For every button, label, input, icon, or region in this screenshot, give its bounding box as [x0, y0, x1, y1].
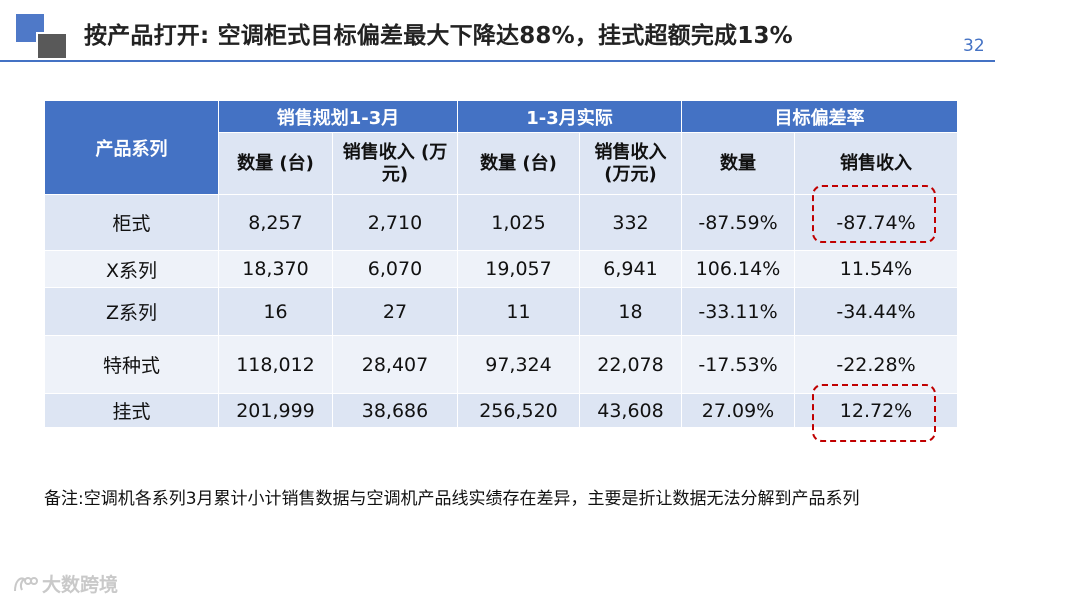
table-cell: 2,710: [332, 194, 458, 251]
table-row: 挂式 201,999 38,686 256,520 43,608 27.09% …: [44, 393, 958, 428]
watermark-text: 大数跨境: [42, 574, 119, 596]
watermark-logo-icon: [14, 576, 38, 591]
table-cell: 8,257: [218, 194, 333, 251]
header-group-actual: 1-3月实际: [457, 100, 682, 133]
table-cell: 332: [579, 194, 682, 251]
table-cell: -87.59%: [681, 194, 795, 251]
table-cell: -33.11%: [681, 287, 795, 336]
table-cell: 11.54%: [794, 250, 958, 288]
row-label: X系列: [44, 250, 219, 288]
table-cell: -34.44%: [794, 287, 958, 336]
table-cell: 118,012: [218, 335, 333, 394]
table-cell: -17.53%: [681, 335, 795, 394]
table-row: 柜式 8,257 2,710 1,025 332 -87.59% -87.74%: [44, 194, 958, 251]
subheader-actual-qty: 数量 (台): [457, 132, 580, 195]
table-row: X系列 18,370 6,070 19,057 6,941 106.14% 11…: [44, 250, 958, 288]
table-cell: 6,941: [579, 250, 682, 288]
subheader-plan-revenue: 销售收入 (万元): [332, 132, 458, 195]
footnote: 备注:空调机各系列3月累计小计销售数据与空调机产品线实绩存在差异，主要是折让数据…: [44, 489, 860, 509]
table-cell: 22,078: [579, 335, 682, 394]
logo-square-gray-icon: [36, 32, 68, 60]
table-cell: 18,370: [218, 250, 333, 288]
page-title: 按产品打开: 空调柜式目标偏差最大下降达88%，挂式超额完成13%: [84, 23, 793, 49]
table-cell: 201,999: [218, 393, 333, 428]
subheader-actual-revenue: 销售收入 (万元): [579, 132, 682, 195]
highlight-wall-revenue: [812, 384, 936, 442]
table-cell: 16: [218, 287, 333, 336]
table-cell: 256,520: [457, 393, 580, 428]
watermark: 大数跨境: [12, 570, 118, 597]
table-cell: 1,025: [457, 194, 580, 251]
table-cell: 11: [457, 287, 580, 336]
row-label: 特种式: [44, 335, 219, 394]
table-cell: 28,407: [332, 335, 458, 394]
table-cell: -22.28%: [794, 335, 958, 394]
table-cell: 27.09%: [681, 393, 795, 428]
table-cell: 6,070: [332, 250, 458, 288]
sales-table: 产品系列 销售规划1-3月 1-3月实际 目标偏差率 数量 (台) 销售收入 (…: [44, 100, 958, 428]
row-label: 柜式: [44, 194, 219, 251]
table-cell: 97,324: [457, 335, 580, 394]
table-cell: 18: [579, 287, 682, 336]
header-group-deviation: 目标偏差率: [681, 100, 958, 133]
header-group-plan: 销售规划1-3月: [218, 100, 458, 133]
table-cell: 43,608: [579, 393, 682, 428]
subheader-deviation-qty: 数量: [681, 132, 795, 195]
highlight-cabinet-revenue: [812, 185, 936, 243]
title-divider: [0, 60, 995, 62]
table-cell: 19,057: [457, 250, 580, 288]
table-cell: 27: [332, 287, 458, 336]
header-product-series: 产品系列: [44, 100, 219, 195]
table-row: Z系列 16 27 11 18 -33.11% -34.44%: [44, 287, 958, 336]
table-cell: 12.72%: [794, 393, 958, 428]
subheader-plan-qty: 数量 (台): [218, 132, 333, 195]
row-label: Z系列: [44, 287, 219, 336]
row-label: 挂式: [44, 393, 219, 428]
table-row: 特种式 118,012 28,407 97,324 22,078 -17.53%…: [44, 335, 958, 394]
table-cell: 106.14%: [681, 250, 795, 288]
subheader-deviation-revenue: 销售收入: [794, 132, 958, 195]
page-number: 32: [963, 36, 985, 56]
table-cell: 38,686: [332, 393, 458, 428]
